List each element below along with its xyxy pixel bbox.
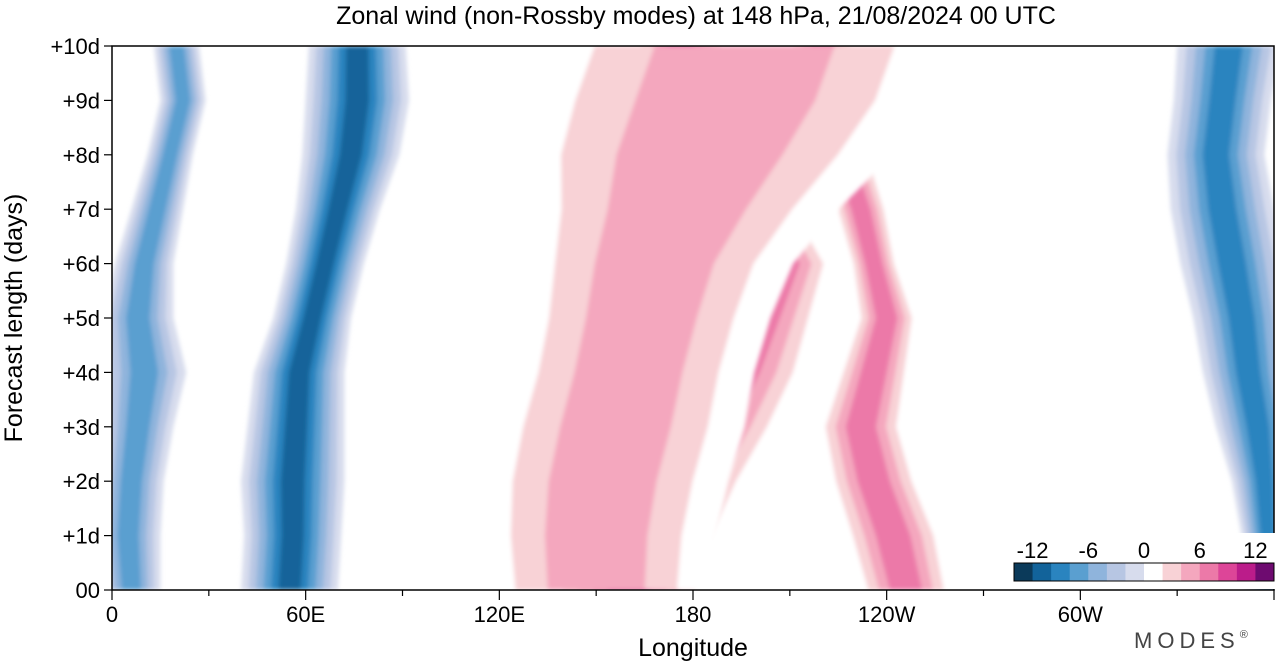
x-tick-label: 120E: [474, 602, 525, 627]
neg-band-east-level--10: [1202, 46, 1274, 590]
y-tick-label: +1d: [63, 524, 100, 549]
y-axis-label: Forecast length (days): [0, 194, 28, 443]
colorbar-frame: [1013, 562, 1275, 582]
colorbar-swatch: [1125, 563, 1145, 581]
contour-plot-area: [112, 46, 1274, 590]
y-axis: 00 +1d +2d +3d +4d +5d +6d +7d +8d +9d +10d: [50, 34, 112, 603]
y-tick-label: +10d: [50, 34, 100, 59]
colorbar-swatch: [1255, 563, 1275, 581]
x-tick-label: 180: [675, 602, 712, 627]
x-tick-label: 0: [106, 602, 118, 627]
colorbar-swatch: [1106, 563, 1126, 581]
y-tick-label: +9d: [63, 88, 100, 113]
colorbar-label: 6: [1194, 538, 1206, 563]
y-tick-label: +8d: [63, 143, 100, 168]
colorbar-swatch: [1088, 563, 1108, 581]
pos-band-top: [476, 46, 955, 590]
colorbar-swatch: [1032, 563, 1052, 581]
y-tick-label: 00: [76, 578, 100, 603]
colorbar-label: 12: [1243, 538, 1267, 563]
colorbar-swatch: [1144, 563, 1164, 581]
colorbar-label: -6: [1079, 538, 1099, 563]
neg-band-0-level--8: [117, 46, 191, 590]
chart-title: Zonal wind (non-Rossby modes) at 148 hPa…: [336, 2, 1056, 30]
brand-registered-mark: ®: [1240, 629, 1253, 641]
x-tick-label: 60W: [1058, 602, 1103, 627]
neg-band-0: [112, 46, 206, 590]
y-tick-label: +2d: [63, 469, 100, 494]
colorbar-swatch: [1218, 563, 1238, 581]
y-tick-label: +3d: [63, 415, 100, 440]
x-tick-label: 120W: [858, 602, 916, 627]
colorbar-swatch: [1236, 563, 1256, 581]
colorbar-swatch: [1181, 563, 1201, 581]
neg-band-east: [1167, 46, 1274, 590]
y-tick-label: +4d: [63, 360, 100, 385]
brand-name: MODES: [1134, 628, 1240, 653]
y-tick-label: +5d: [63, 306, 100, 331]
neg-band-60E: [241, 46, 409, 590]
colorbar-swatch: [1014, 563, 1034, 581]
colorbar-label: 0: [1138, 538, 1150, 563]
y-tick-label: +7d: [63, 197, 100, 222]
x-axis: 0 60E 120E 180 120W 60W: [106, 590, 1275, 627]
x-tick-label: 60E: [286, 602, 325, 627]
colorbar-swatch: [1069, 563, 1089, 581]
colorbar-label: -12: [1017, 538, 1049, 563]
neg-band-60E-level--12: [278, 46, 370, 590]
pos-band-top-level-6: [545, 46, 835, 590]
x-axis-label: Longitude: [638, 634, 748, 662]
colorbar-swatch: [1199, 563, 1219, 581]
colorbar: -12 -6 0 6 12: [1008, 533, 1278, 589]
brand-logo: MODES®: [1134, 628, 1253, 653]
y-tick-label: +6d: [63, 252, 100, 277]
colorbar-swatch: [1162, 563, 1182, 581]
colorbar-swatch: [1051, 563, 1071, 581]
